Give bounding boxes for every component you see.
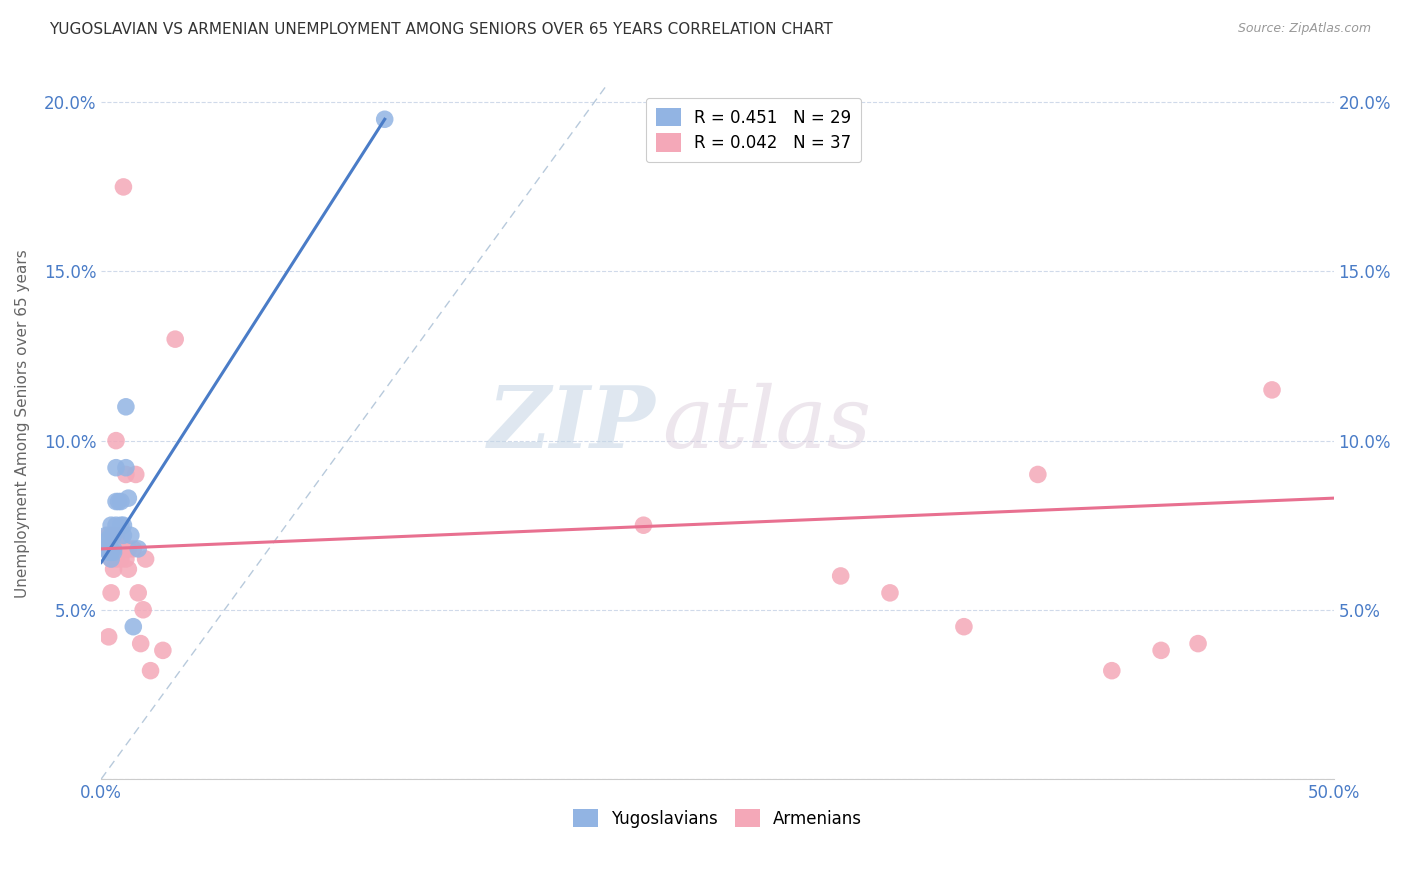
Point [117, 541, 139, 556]
Point [112, 180, 135, 194]
Y-axis label: Unemployment Among Seniors over 65 years: Unemployment Among Seniors over 65 years [15, 250, 30, 599]
Point [100, 541, 122, 556]
Text: ZIP: ZIP [488, 382, 655, 466]
Point [374, 112, 396, 127]
Point [135, 552, 157, 566]
Point [97, 528, 120, 542]
Point [1026, 467, 1049, 482]
Point [115, 552, 138, 566]
Point [100, 552, 122, 566]
Point [97, 541, 120, 556]
Point [830, 569, 852, 583]
Point [127, 586, 149, 600]
Point [103, 528, 125, 542]
Point [953, 620, 976, 634]
Point [122, 541, 145, 556]
Point [96, 541, 118, 556]
Point [110, 494, 132, 508]
Point [110, 528, 132, 542]
Point [96, 528, 118, 542]
Point [117, 562, 139, 576]
Point [115, 400, 138, 414]
Point [122, 620, 145, 634]
Point [1261, 383, 1284, 397]
Point [103, 562, 125, 576]
Point [633, 518, 655, 533]
Point [100, 545, 122, 559]
Point [105, 518, 128, 533]
Point [115, 460, 138, 475]
Point [103, 545, 125, 559]
Point [132, 603, 155, 617]
Point [152, 643, 174, 657]
Point [110, 518, 132, 533]
Point [97, 545, 120, 559]
Point [105, 494, 128, 508]
Point [120, 528, 142, 542]
Point [139, 664, 162, 678]
Point [112, 528, 135, 542]
Point [107, 494, 129, 508]
Point [97, 532, 120, 546]
Point [105, 460, 128, 475]
Point [100, 541, 122, 556]
Point [110, 552, 132, 566]
Point [107, 541, 129, 556]
Point [97, 539, 120, 553]
Point [1150, 643, 1173, 657]
Point [97, 630, 120, 644]
Point [103, 528, 125, 542]
Point [1187, 637, 1209, 651]
Point [105, 528, 128, 542]
Legend: Yugoslavians, Armenians: Yugoslavians, Armenians [567, 803, 869, 835]
Point [105, 434, 128, 448]
Point [125, 467, 148, 482]
Point [879, 586, 901, 600]
Point [115, 467, 138, 482]
Point [100, 528, 122, 542]
Point [103, 541, 125, 556]
Point [1101, 664, 1123, 678]
Text: YUGOSLAVIAN VS ARMENIAN UNEMPLOYMENT AMONG SENIORS OVER 65 YEARS CORRELATION CHA: YUGOSLAVIAN VS ARMENIAN UNEMPLOYMENT AMO… [49, 22, 832, 37]
Point [117, 491, 139, 505]
Point [96, 541, 118, 556]
Point [112, 518, 135, 533]
Point [100, 552, 122, 566]
Text: Source: ZipAtlas.com: Source: ZipAtlas.com [1237, 22, 1371, 36]
Point [100, 518, 122, 533]
Point [100, 586, 122, 600]
Point [165, 332, 187, 346]
Point [105, 552, 128, 566]
Point [127, 541, 149, 556]
Point [129, 637, 152, 651]
Text: atlas: atlas [662, 383, 872, 465]
